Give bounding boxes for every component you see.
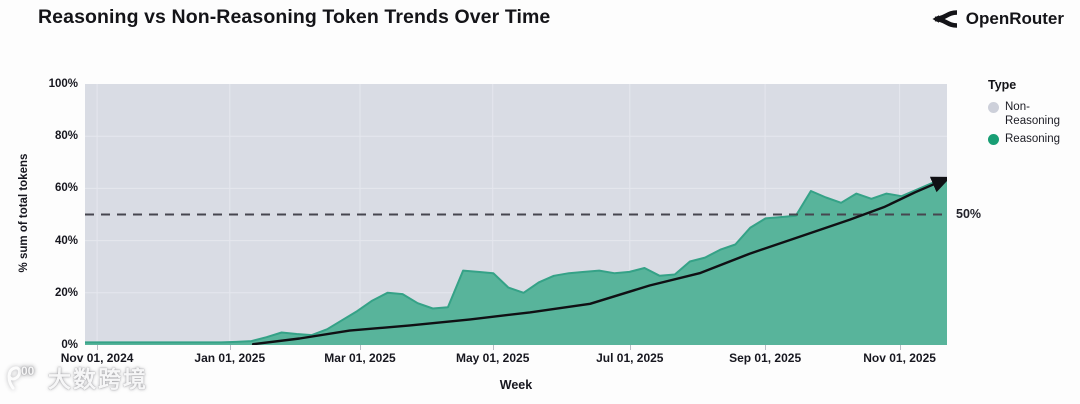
x-tick-label: Jul 01, 2025 [596,351,664,365]
x-tick-mark [229,345,231,350]
legend-item-label: Non-Reasoning [1005,101,1060,127]
legend-item-reasoning[interactable]: Reasoning [988,133,1076,147]
legend: Type Non-Reasoning Reasoning [988,78,1076,152]
non-reasoning-dot-icon [988,102,999,113]
x-tick-label: Nov 01, 2024 [60,351,134,365]
legend-title: Type [988,78,1017,92]
page-title: Reasoning vs Non-Reasoning Token Trends … [38,6,551,28]
watermark-logo-icon: 00 [4,362,44,392]
x-tick-label: Jan 01, 2025 [194,351,266,365]
brand-name: OpenRouter [965,9,1064,28]
openrouter-logo-icon [932,7,958,31]
y-axis-title: % sum of total tokens [18,153,30,273]
reference-line-label: 50% [956,206,982,221]
legend-item-non-reasoning[interactable]: Non-Reasoning [988,101,1076,128]
x-tick-mark [765,345,767,350]
y-tick-label: 60% [54,182,78,195]
x-tick-mark [492,345,494,350]
y-tick-label: 100% [48,78,78,90]
x-tick-label: Nov 01, 2025 [863,351,936,365]
x-tick-mark [629,345,631,350]
x-axis-title: Week [499,378,533,392]
x-tick-label: May 01, 2025 [455,351,530,365]
y-tick-label: 80% [54,130,78,143]
x-tick-label: Mar 01, 2025 [324,351,396,365]
y-tick-label: 0% [61,339,78,351]
x-tick-label: Sep 01, 2025 [729,351,802,365]
y-tick-label: 40% [54,234,78,247]
x-tick-mark [97,345,99,350]
openrouter-brand[interactable]: OpenRouter [932,7,1064,31]
plot-area[interactable] [85,84,947,345]
x-tick-mark [899,345,901,350]
x-tick-mark [360,345,361,350]
y-tick-label: 20% [54,286,78,299]
legend-item-label: Reasoning [1005,133,1060,145]
svg-text:00: 00 [21,364,35,378]
reasoning-dot-icon [988,134,999,145]
